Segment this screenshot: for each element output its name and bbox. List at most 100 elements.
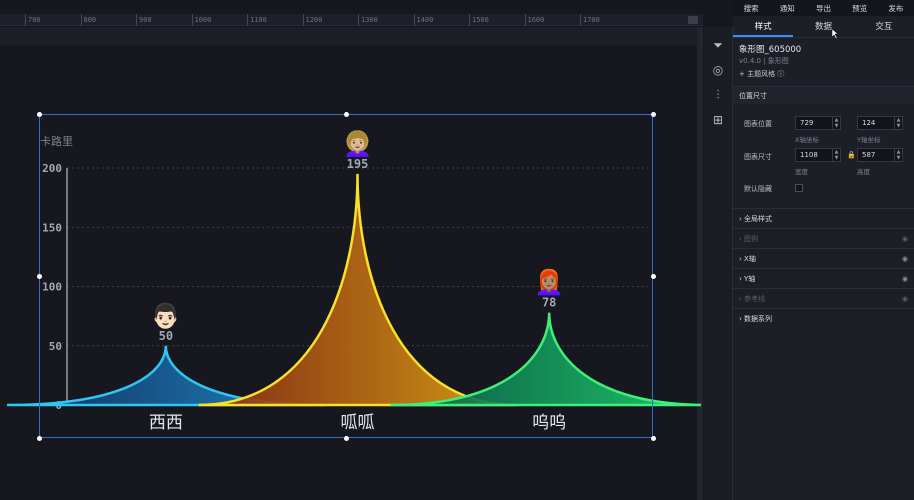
section-row[interactable]: › 参考线 ◉ [733,288,914,308]
default-hidden-checkbox[interactable] [795,184,803,192]
chevron-right-icon: › [739,235,745,243]
component-version: v0.4.0 | 象形图 [739,57,789,65]
height-input[interactable]: 587 ▲ ▼ [857,148,903,162]
width-stepper[interactable]: ▲ ▼ [832,149,840,161]
y-coordinate-input[interactable]: 124 ▲ ▼ [857,116,903,130]
resize-handle[interactable] [651,436,656,441]
y-tick-label: 200 [42,162,62,175]
top-menu-item[interactable]: 导出 [815,3,831,13]
x-tick-label: 西西 [149,413,183,433]
value-label: 50 [159,329,173,343]
chevron-right-icon: › [739,255,745,263]
component-name: 象形图_605000 [739,45,802,55]
x-tick-label: 呱呱 [341,413,375,433]
section-row-label: 图例 [744,235,759,243]
default-hidden-label: 默认隐藏 [744,185,772,193]
top-menu-item[interactable]: 通知 [779,3,795,13]
top-menu-item[interactable]: 预览 [852,3,868,13]
eye-icon[interactable]: ◉ [901,255,908,263]
pictorial-bar-1 [198,173,517,407]
tab-data[interactable]: 数据 [814,22,832,32]
section-row[interactable]: › 全局样式 [733,208,914,228]
height-stepper[interactable]: ▲ ▼ [894,149,902,161]
y-coordinate-caption: Y轴坐标 [857,136,881,144]
resize-handle[interactable] [37,436,42,441]
y-stepper[interactable]: ▲ ▼ [894,117,902,129]
top-menu-item[interactable]: 搜索 [743,3,759,13]
section-row-label: 数据系列 [744,315,773,323]
ruler-tick-label: 1400 [413,14,433,26]
panel-tabs: 样式 数据 交互 [733,16,914,38]
person-avatar-icon: 👩🏽‍🦰 [534,269,564,297]
tab-style[interactable]: 样式 [733,16,794,37]
ruler-tick-label: 1300 [358,14,378,26]
ruler-marker[interactable] [688,16,698,24]
eye-off-icon[interactable]: ◉ [901,295,908,303]
section-row[interactable]: › X轴 ◉ [733,248,914,268]
x-stepper[interactable]: ▲ ▼ [832,117,840,129]
height-value: 587 [862,151,876,159]
ruler-tick-label: 700 [25,14,41,26]
resize-handle[interactable] [344,436,349,441]
x-coordinate-caption: X轴坐标 [795,136,819,144]
resize-handle[interactable] [344,112,349,117]
width-input[interactable]: 1108 ▲ ▼ [795,148,841,162]
y-coordinate-value: 124 [862,119,876,127]
ruler-tick-label: 1600 [524,14,544,26]
resize-handle[interactable] [651,274,656,279]
selection-box[interactable] [37,112,656,441]
resize-handle[interactable] [651,112,656,117]
x-tick-label: 呜呜 [532,413,566,433]
section-row-label: 全局样式 [744,215,773,223]
x-coordinate-input[interactable]: 729 ▲ ▼ [795,116,841,130]
y-tick-label: 150 [42,221,62,234]
ruler-tick-label: 1500 [469,14,489,26]
sliders-icon[interactable]: ⫶ [716,88,720,102]
ruler-tick-label: 1000 [191,14,211,26]
section-row-label: X轴 [744,255,756,263]
ruler-tick-label: 800 [80,14,96,26]
chart-size-label: 图表尺寸 [744,153,772,161]
section-row-label: Y轴 [744,275,756,283]
config-panel: 搜索 通知 导出 预览 发布 样式 数据 交互 象形图_605000 v0.4.0 | … [733,0,914,500]
resize-handle[interactable] [37,112,42,117]
palette-icon[interactable]: ◎ [712,63,724,77]
value-label: 195 [347,157,369,171]
tool-icon-strip: ⏷ ◎ ⫶ ⊞ [701,27,733,500]
section-row-label: 参考线 [744,295,766,303]
section-row[interactable]: › 图例 ◉ [733,228,914,248]
eye-off-icon[interactable]: ◉ [901,235,908,243]
y-tick-label: 100 [42,281,62,294]
canvas-scrollbar[interactable] [697,27,701,500]
position-section-header[interactable]: 位置尺寸 [733,86,914,104]
x-coordinate-value: 729 [800,119,814,127]
chevron-right-icon: › [739,315,745,323]
y-tick-label: 50 [49,340,62,353]
theme-style-link[interactable]: + 主题风格 ⓘ [739,69,784,79]
ruler-tick-label: 1200 [302,14,322,26]
resize-handle[interactable] [37,274,42,279]
chart-position-label: 图表位置 [744,120,772,128]
pictorial-bar-2 [390,312,701,407]
ruler-tick-label: 1700 [580,14,600,26]
top-menu: 搜索 通知 导出 预览 发布 [733,0,914,16]
tab-interaction[interactable]: 交互 [875,22,893,32]
top-menu-item[interactable]: 发布 [888,3,904,13]
person-avatar-icon: 👩🏼‍🦱 [343,129,373,158]
ruler-tick-label: 900 [136,14,152,26]
ruler-tick-label: 1100 [247,14,267,26]
theme-style-label: + 主题风格 [739,70,776,78]
chevron-right-icon: › [739,215,745,223]
person-avatar-icon: 👨🏻 [151,302,181,330]
top-ruler: 700 800 900 1000 1100 1200 1300 1400 1500 1600 170… [0,14,703,26]
lock-ratio-icon[interactable]: 🔒 [847,151,856,159]
help-icon[interactable]: ⓘ [777,70,785,78]
filter-icon[interactable]: ⏷ [713,38,723,52]
eye-icon[interactable]: ◉ [901,275,908,283]
chevron-right-icon: › [739,275,745,283]
section-row[interactable]: › Y轴 ◉ [733,268,914,288]
layout-icon[interactable]: ⊞ [712,113,724,127]
section-row[interactable]: › 数据系列 [733,308,914,328]
